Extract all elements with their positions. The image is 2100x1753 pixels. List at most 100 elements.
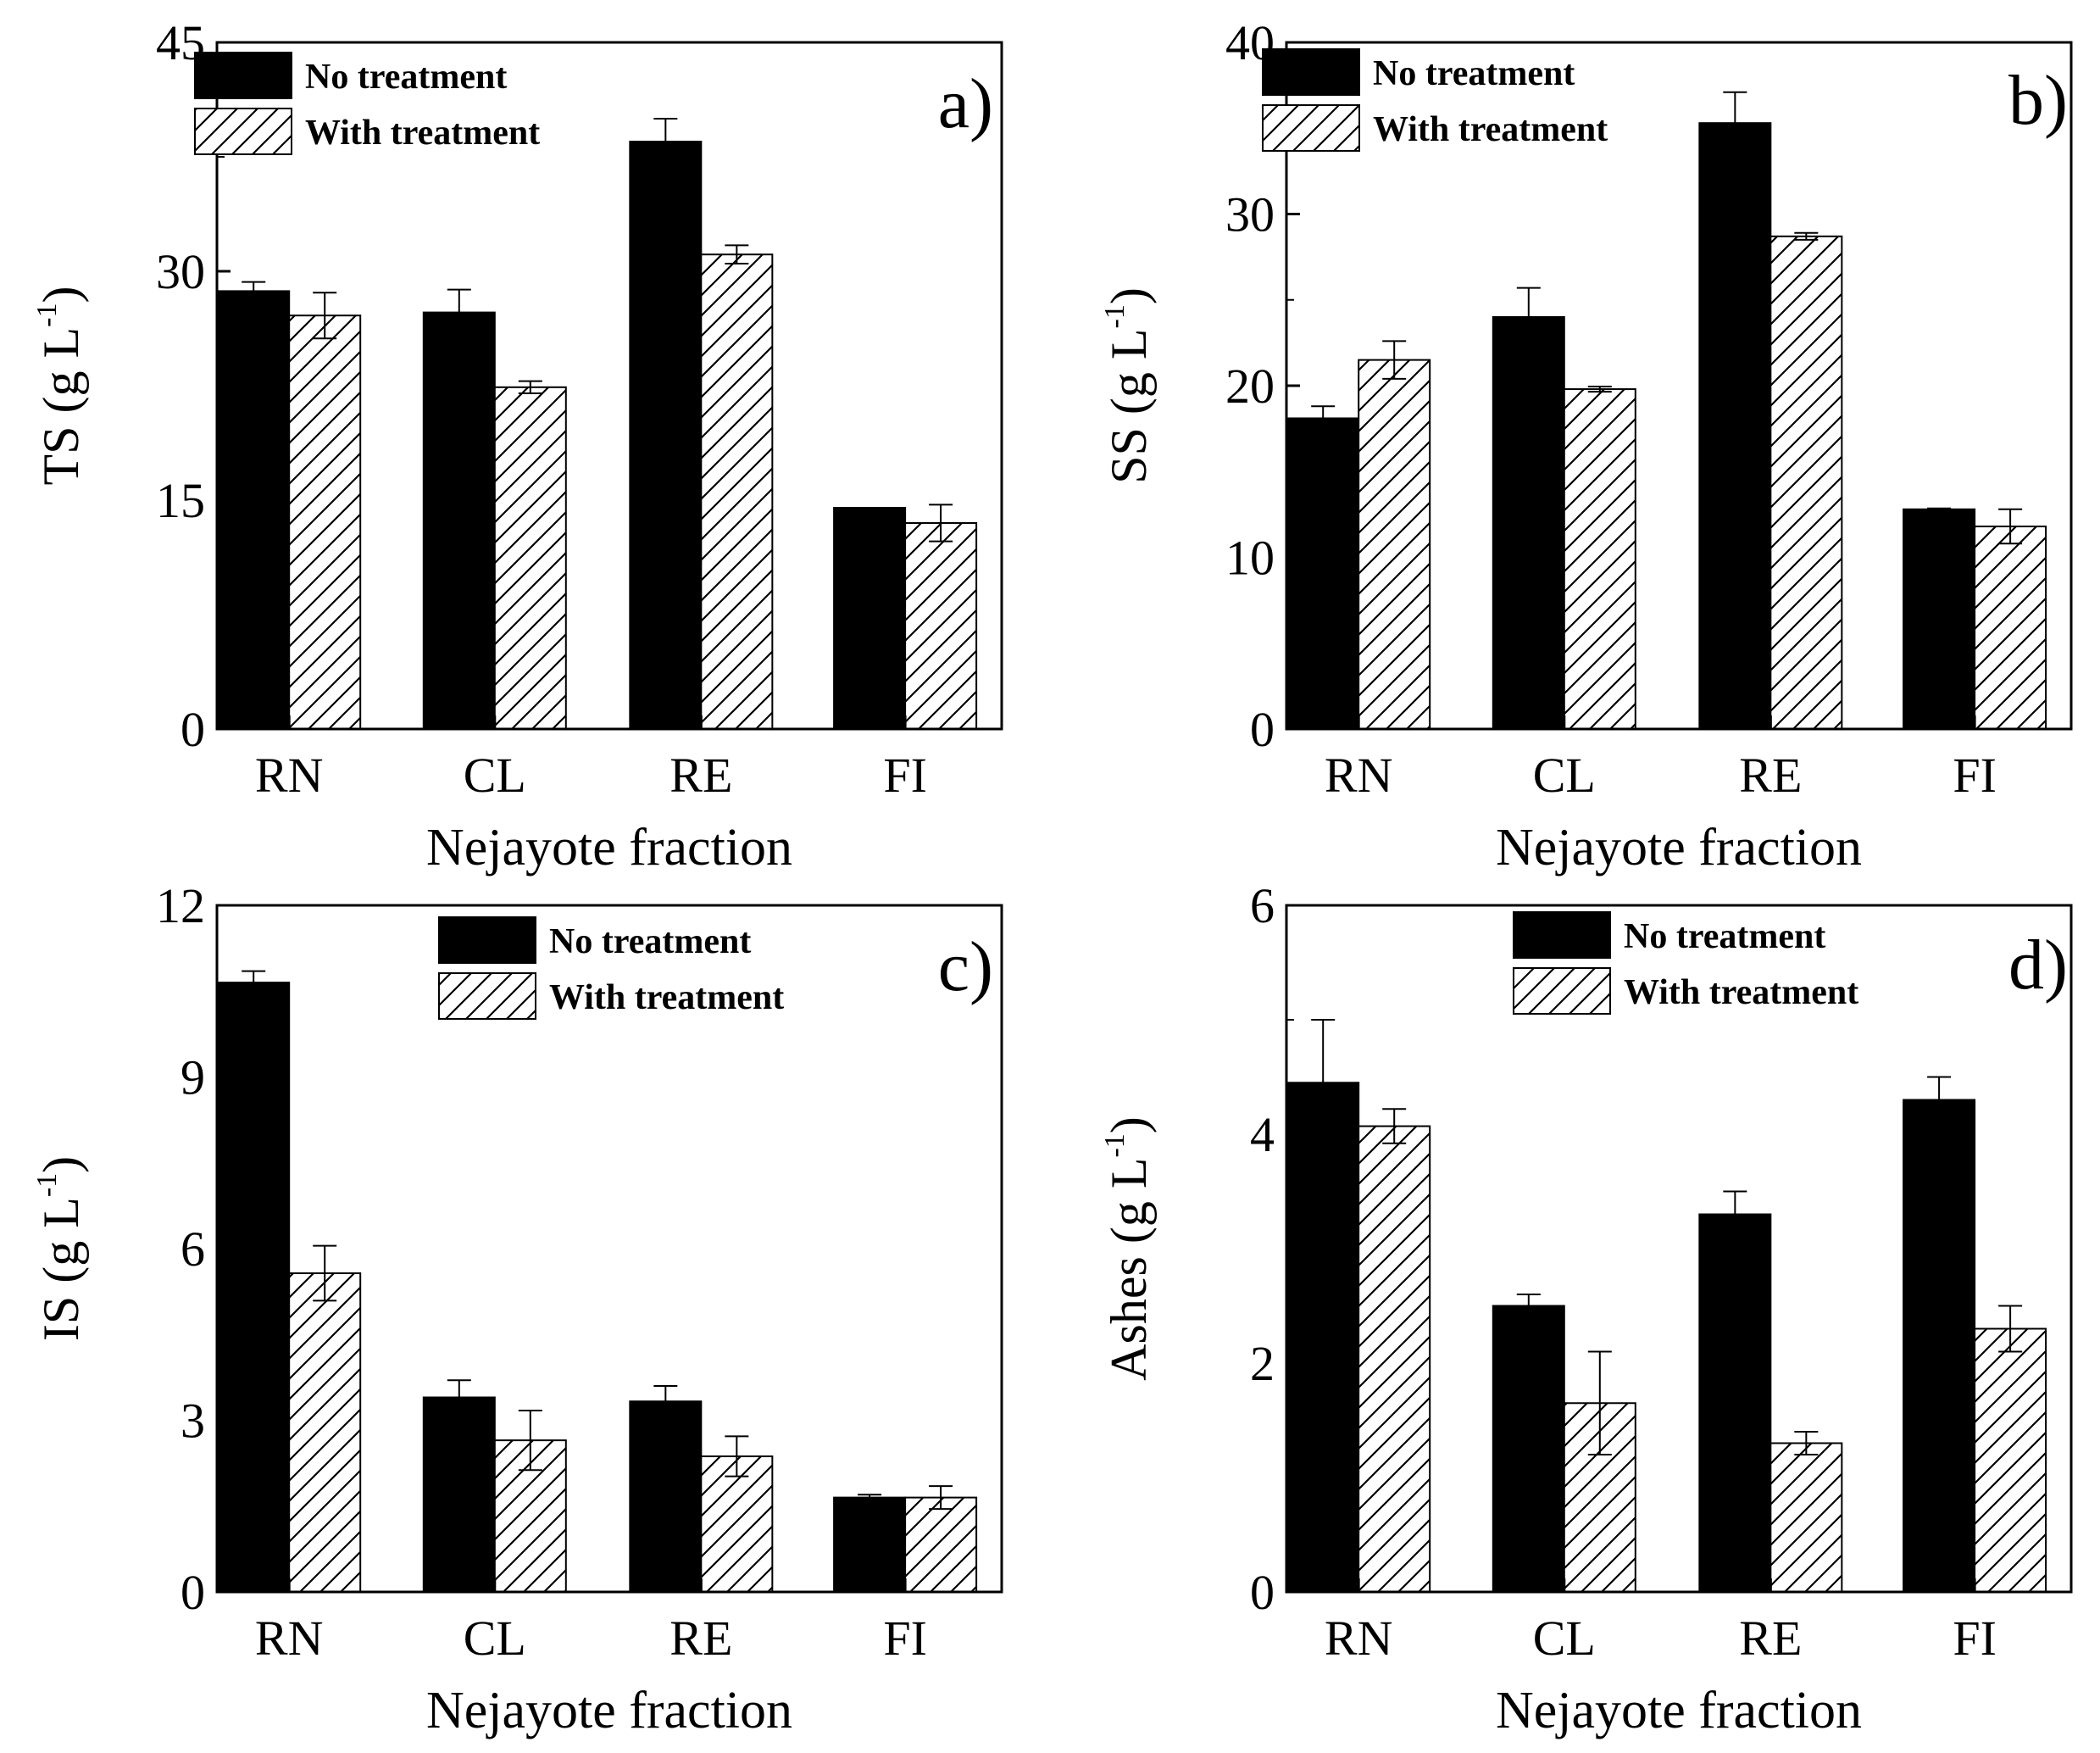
y-tick-label: 0 (1250, 702, 1275, 757)
legend-label-with-treatment: With treatment (305, 114, 540, 153)
error-bar-no-treatment-re (653, 118, 678, 165)
x-tick-label-fi: FI (883, 748, 927, 803)
bar-with-treatment-fi (904, 1496, 978, 1593)
bar-no-treatment-re (629, 141, 703, 730)
error-bar-with-treatment-fi (929, 504, 953, 543)
error-bar-no-treatment-re (1723, 91, 1747, 155)
x-tick-label-rn: RN (1325, 1611, 1393, 1666)
bar-no-treatment-rn (1286, 417, 1360, 730)
bar-with-treatment-rn (1358, 359, 1431, 730)
legend-label-no-treatment: No treatment (549, 922, 751, 961)
y-axis-label: IS (g L-1) (31, 1156, 89, 1341)
bar-with-treatment-cl (1563, 388, 1636, 730)
bar-with-treatment-rn (288, 1272, 362, 1594)
x-axis-label: Nejayote fraction (426, 819, 792, 876)
legend-swatch-with-treatment (1262, 104, 1360, 152)
error-bar-with-treatment-re (1794, 231, 1819, 241)
legend-swatch-with-treatment (194, 108, 292, 155)
y-tick-label: 12 (156, 878, 205, 933)
panel-label: b) (2008, 61, 2068, 140)
error-bar-with-treatment-fi (929, 1485, 953, 1511)
y-tick-label: 6 (181, 1222, 205, 1277)
x-tick-label-cl: CL (464, 1611, 526, 1666)
bar-no-treatment-re (629, 1400, 703, 1593)
x-tick-label-rn: RN (1325, 748, 1393, 803)
error-bar-no-treatment-cl (1516, 1294, 1541, 1318)
x-tick-label-re: RE (669, 1611, 732, 1666)
error-bar-no-treatment-cl (447, 1379, 471, 1416)
bar-no-treatment-re (1698, 122, 1772, 731)
error-bar-with-treatment-re (725, 1435, 749, 1478)
y-tick-label: 0 (1250, 1565, 1275, 1620)
legend-swatch-with-treatment (1513, 967, 1611, 1015)
legend: No treatment With treatment (1262, 48, 1608, 152)
bar-with-treatment-fi (1974, 1327, 2047, 1593)
y-tick-label: 10 (1225, 531, 1275, 586)
y-tick-label: 30 (1225, 187, 1275, 242)
bar-with-treatment-re (700, 1455, 774, 1594)
bar-no-treatment-fi (833, 1496, 907, 1593)
x-axis-label: Nejayote fraction (1496, 1682, 1862, 1739)
y-axis-label: SS (g L-1) (1099, 287, 1157, 484)
error-bar-no-treatment-rn (1311, 1019, 1336, 1147)
y-axis-label: Ashes (g L-1) (1099, 1116, 1157, 1381)
legend-label-no-treatment: No treatment (305, 58, 507, 97)
error-bar-with-treatment-cl (1587, 386, 1612, 393)
bar-with-treatment-re (1769, 1442, 1843, 1593)
error-bar-with-treatment-rn (1382, 340, 1407, 380)
bar-no-treatment-fi (1903, 508, 1976, 730)
panel-label: c) (938, 927, 993, 1006)
bar-with-treatment-re (1769, 235, 1843, 730)
x-tick-label-re: RE (669, 748, 732, 803)
bar-with-treatment-fi (904, 522, 978, 730)
legend-swatch-no-treatment (194, 52, 292, 99)
legend: No treatment With treatment (194, 52, 540, 155)
bar-with-treatment-rn (1358, 1125, 1431, 1594)
error-bar-with-treatment-cl (518, 380, 542, 394)
legend-swatch-no-treatment (438, 916, 536, 964)
error-bar-no-treatment-rn (242, 970, 266, 995)
x-tick-label-rn: RN (255, 1611, 324, 1666)
x-tick-label-cl: CL (1533, 748, 1596, 803)
bar-no-treatment-re (1698, 1213, 1772, 1593)
bar-no-treatment-cl (422, 311, 496, 730)
x-tick-label-re: RE (1739, 1611, 1802, 1666)
x-tick-label-fi: FI (883, 1611, 927, 1666)
error-bar-with-treatment-fi (1998, 508, 2023, 545)
panel-label: a) (938, 64, 993, 143)
error-bar-with-treatment-cl (1587, 1350, 1612, 1455)
y-tick-label: 6 (1250, 878, 1275, 933)
legend: No treatment With treatment (438, 916, 784, 1020)
y-tick-label: 9 (181, 1050, 205, 1105)
error-bar-no-treatment-re (653, 1385, 678, 1418)
error-bar-no-treatment-re (1723, 1190, 1747, 1238)
bar-no-treatment-rn (217, 290, 291, 730)
error-bar-no-treatment-fi (858, 1494, 882, 1501)
legend-swatch-no-treatment (1262, 48, 1360, 96)
y-tick-label: 30 (156, 244, 205, 299)
y-axis-label: TS (g L-1) (31, 287, 89, 486)
bar-with-treatment-re (700, 253, 774, 730)
error-bar-no-treatment-rn (1311, 405, 1336, 431)
x-tick-label-fi: FI (1953, 1611, 1997, 1666)
panel-c: 0 3 6 9 12 RN CL RE FI Nejayote fraction IS (g L-1… (31, 878, 1003, 1739)
error-bar-with-treatment-re (1794, 1431, 1819, 1455)
x-tick-label-cl: CL (1533, 1611, 1596, 1666)
legend-label-no-treatment: No treatment (1373, 54, 1575, 93)
x-axis-label: Nejayote fraction (426, 1682, 792, 1739)
x-axis-label: Nejayote fraction (1496, 819, 1862, 876)
bar-no-treatment-fi (1903, 1099, 1976, 1593)
bar-with-treatment-fi (1974, 526, 2047, 730)
error-bar-with-treatment-fi (1998, 1305, 2023, 1353)
x-tick-label-re: RE (1739, 748, 1802, 803)
error-bar-no-treatment-fi (1927, 507, 1952, 511)
panel-d: 0 2 4 6 RN CL RE FI Nejayote fraction Ashes (g L-… (1099, 878, 2073, 1739)
y-tick-label: 20 (1225, 359, 1275, 414)
error-bar-no-treatment-cl (447, 288, 471, 337)
error-bar-no-treatment-rn (242, 281, 266, 302)
error-bar-with-treatment-cl (518, 1410, 542, 1472)
bar-no-treatment-cl (422, 1396, 496, 1593)
